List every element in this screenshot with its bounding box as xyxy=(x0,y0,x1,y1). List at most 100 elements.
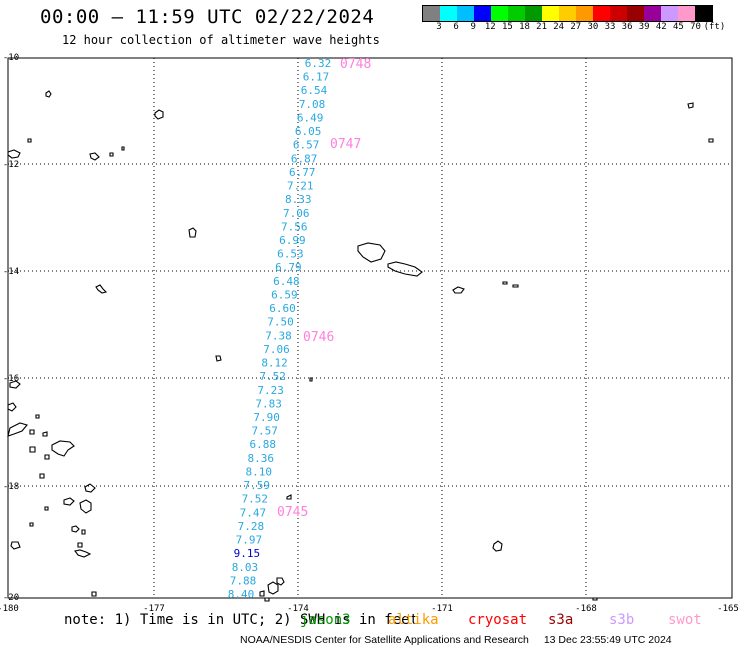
wave-height-value: 6.99 xyxy=(279,234,306,247)
pass-time-label: 0746 xyxy=(303,330,334,345)
island xyxy=(7,402,17,412)
wave-height-colorbar xyxy=(422,5,713,22)
island xyxy=(502,281,508,285)
colorbar-label: 6 xyxy=(453,22,459,32)
island xyxy=(9,380,21,389)
island xyxy=(81,529,86,535)
island xyxy=(74,549,92,558)
satellite-legend-item: cryosat xyxy=(468,612,528,628)
colorbar-label: 45 xyxy=(672,22,684,32)
wave-height-value: 7.88 xyxy=(230,574,257,587)
satellite-legend-item: swot xyxy=(668,612,702,628)
island xyxy=(63,497,75,506)
wave-height-value: 8.33 xyxy=(285,193,312,206)
colorbar-swatch xyxy=(678,6,695,21)
wave-height-value: 6.32 xyxy=(305,57,332,70)
island xyxy=(44,506,49,511)
satellite-legend-item: altika xyxy=(388,612,439,628)
island xyxy=(357,242,386,263)
wave-height-value: 7.38 xyxy=(265,329,292,342)
island xyxy=(44,454,50,460)
wave-height-value: 7.08 xyxy=(299,98,326,111)
wave-height-value: 9.15 xyxy=(234,547,261,560)
colorbar-label: 36 xyxy=(621,22,633,32)
colorbar-label: 42 xyxy=(655,22,667,32)
x-tick-label: -165 xyxy=(717,604,739,614)
island xyxy=(286,494,292,500)
colorbar-swatch xyxy=(610,6,627,21)
island xyxy=(276,577,285,586)
x-tick-label: -180 xyxy=(0,604,19,614)
colorbar-swatch xyxy=(593,6,610,21)
wave-height-value: 7.06 xyxy=(283,207,310,220)
colorbar-swatch xyxy=(627,6,644,21)
wave-height-value: 7.28 xyxy=(238,520,265,533)
island xyxy=(77,542,83,548)
island xyxy=(492,540,503,552)
colorbar-label: 12 xyxy=(484,22,496,32)
colorbar-label: 24 xyxy=(553,22,565,32)
colorbar-label: 39 xyxy=(638,22,650,32)
satellite-legend-item: s3a xyxy=(548,612,574,628)
colorbar-swatch xyxy=(542,6,559,21)
y-tick-label: -14 xyxy=(3,267,19,277)
island xyxy=(29,522,34,527)
wave-height-value: 7.97 xyxy=(236,534,263,547)
footer-credit: NOAA/NESDIS Center for Satellite Applica… xyxy=(240,634,529,646)
island xyxy=(512,284,519,288)
colorbar-label: 70 xyxy=(690,22,701,32)
island xyxy=(84,483,96,493)
colorbar-labels: 3 6 9 12 15 18 21 24 27 30 33 36 39 42 45 70 (ft) xyxy=(422,22,740,34)
island xyxy=(45,90,52,98)
island xyxy=(259,590,265,597)
island xyxy=(10,541,21,550)
satellite-legend: jason3 altika cryosat s3a s3b swot xyxy=(0,612,740,630)
x-tick-label: -168 xyxy=(575,604,597,614)
wave-height-value: 7.90 xyxy=(253,411,280,424)
satellite-legend-item: s3b xyxy=(609,612,635,628)
island xyxy=(267,581,279,595)
y-tick-label: -12 xyxy=(3,160,19,170)
island xyxy=(7,422,28,437)
wave-height-value: 7.52 xyxy=(242,493,269,506)
wave-height-value: 6.57 xyxy=(293,139,320,152)
wave-height-value: 7.50 xyxy=(267,316,294,329)
island xyxy=(79,499,92,514)
colorbar-swatch xyxy=(525,6,542,21)
island xyxy=(89,152,100,161)
colorbar-label: 3 xyxy=(436,22,442,32)
wave-height-value: 8.36 xyxy=(247,452,274,465)
island xyxy=(71,525,80,533)
footer: NOAA/NESDIS Center for Satellite Applica… xyxy=(240,634,672,646)
island xyxy=(29,429,35,435)
wave-height-value: 7.56 xyxy=(281,220,308,233)
footer-timestamp: 13 Dec 23:55:49 UTC 2024 xyxy=(543,634,672,646)
wave-height-value: 7.59 xyxy=(244,479,271,492)
pass-time-label: 0748 xyxy=(340,57,371,72)
island xyxy=(154,109,164,120)
island xyxy=(42,431,48,437)
colorbar-label: 30 xyxy=(587,22,599,32)
island xyxy=(35,414,40,419)
wave-height-value: 7.21 xyxy=(287,180,314,193)
island xyxy=(387,261,423,277)
wave-height-value: 7.83 xyxy=(255,397,282,410)
island xyxy=(452,286,465,294)
colorbar-swatch xyxy=(644,6,661,21)
colorbar-label: 18 xyxy=(519,22,530,32)
wave-height-value: 6.59 xyxy=(271,288,298,301)
wave-height-value: 7.06 xyxy=(263,343,290,356)
island xyxy=(91,591,97,597)
colorbar-swatch xyxy=(491,6,508,21)
island xyxy=(309,377,313,382)
colorbar-label: 9 xyxy=(470,22,476,32)
colorbar-swatch xyxy=(423,6,440,21)
colorbar-label: 27 xyxy=(570,22,582,32)
colorbar-swatch xyxy=(695,6,712,21)
colorbar-swatch xyxy=(559,6,576,21)
wave-height-value: 7.23 xyxy=(257,384,284,397)
x-tick-label: -174 xyxy=(287,604,309,614)
colorbar-label: 15 xyxy=(501,22,513,32)
island xyxy=(29,446,36,453)
